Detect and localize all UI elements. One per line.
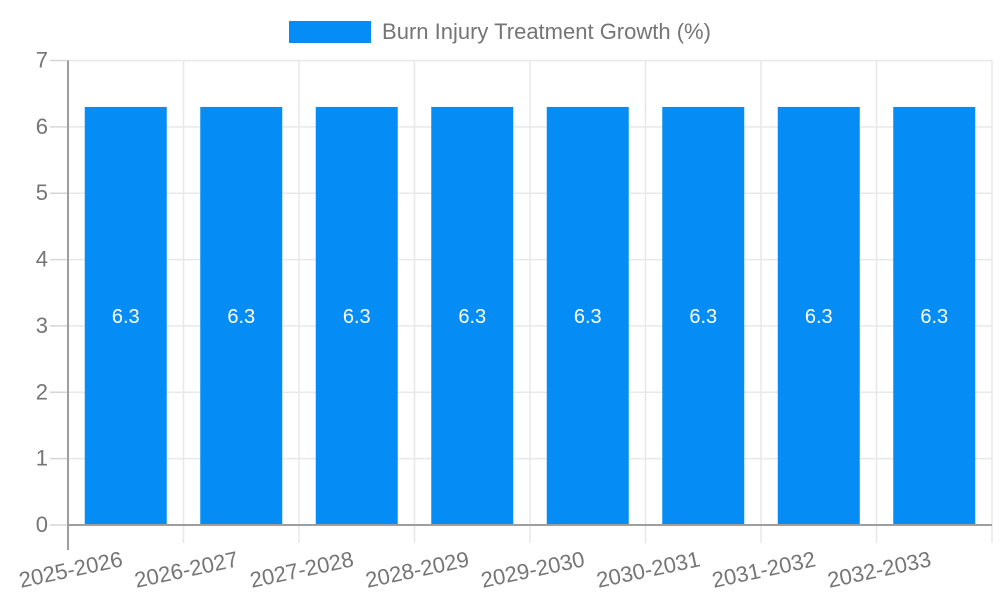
bar[interactable] (777, 106, 860, 525)
bar-value-label: 6.3 (689, 306, 717, 328)
bar[interactable] (84, 106, 167, 525)
y-tick-label: 1 (36, 446, 48, 471)
bar[interactable] (893, 106, 976, 525)
x-tick-label: 2031-2032 (710, 546, 818, 592)
bar-value-label: 6.3 (343, 306, 371, 328)
bar-value-label: 6.3 (805, 306, 833, 328)
bar[interactable] (431, 106, 514, 525)
bar-value-label: 6.3 (458, 306, 486, 328)
x-tick-label: 2029-2030 (479, 546, 587, 592)
x-tick-label: 2026-2027 (132, 546, 240, 592)
legend-label[interactable]: Burn Injury Treatment Growth (%) (382, 19, 711, 44)
bar-value-label: 6.3 (920, 306, 948, 328)
y-tick-label: 3 (36, 313, 48, 338)
bar-value-label: 6.3 (227, 306, 255, 328)
y-tick-label: 5 (36, 180, 48, 205)
bar[interactable] (546, 106, 629, 525)
bar[interactable] (315, 106, 398, 525)
x-tick-label: 2028-2029 (363, 546, 471, 592)
y-tick-label: 6 (36, 114, 48, 139)
y-tick-label: 7 (36, 48, 48, 73)
bar[interactable] (200, 106, 283, 525)
x-tick-label: 2025-2026 (17, 546, 125, 592)
x-tick-label: 2030-2031 (594, 546, 702, 592)
legend-swatch[interactable] (289, 21, 372, 43)
bar[interactable] (662, 106, 745, 525)
x-tick-label: 2032-2033 (825, 546, 933, 592)
bar-value-label: 6.3 (112, 306, 140, 328)
x-tick-label: 2027-2028 (248, 546, 356, 592)
y-tick-label: 0 (36, 512, 48, 537)
legend[interactable]: Burn Injury Treatment Growth (%) (0, 20, 1000, 44)
bar-value-label: 6.3 (574, 306, 602, 328)
y-tick-label: 2 (36, 379, 48, 404)
y-tick-label: 4 (36, 247, 48, 272)
